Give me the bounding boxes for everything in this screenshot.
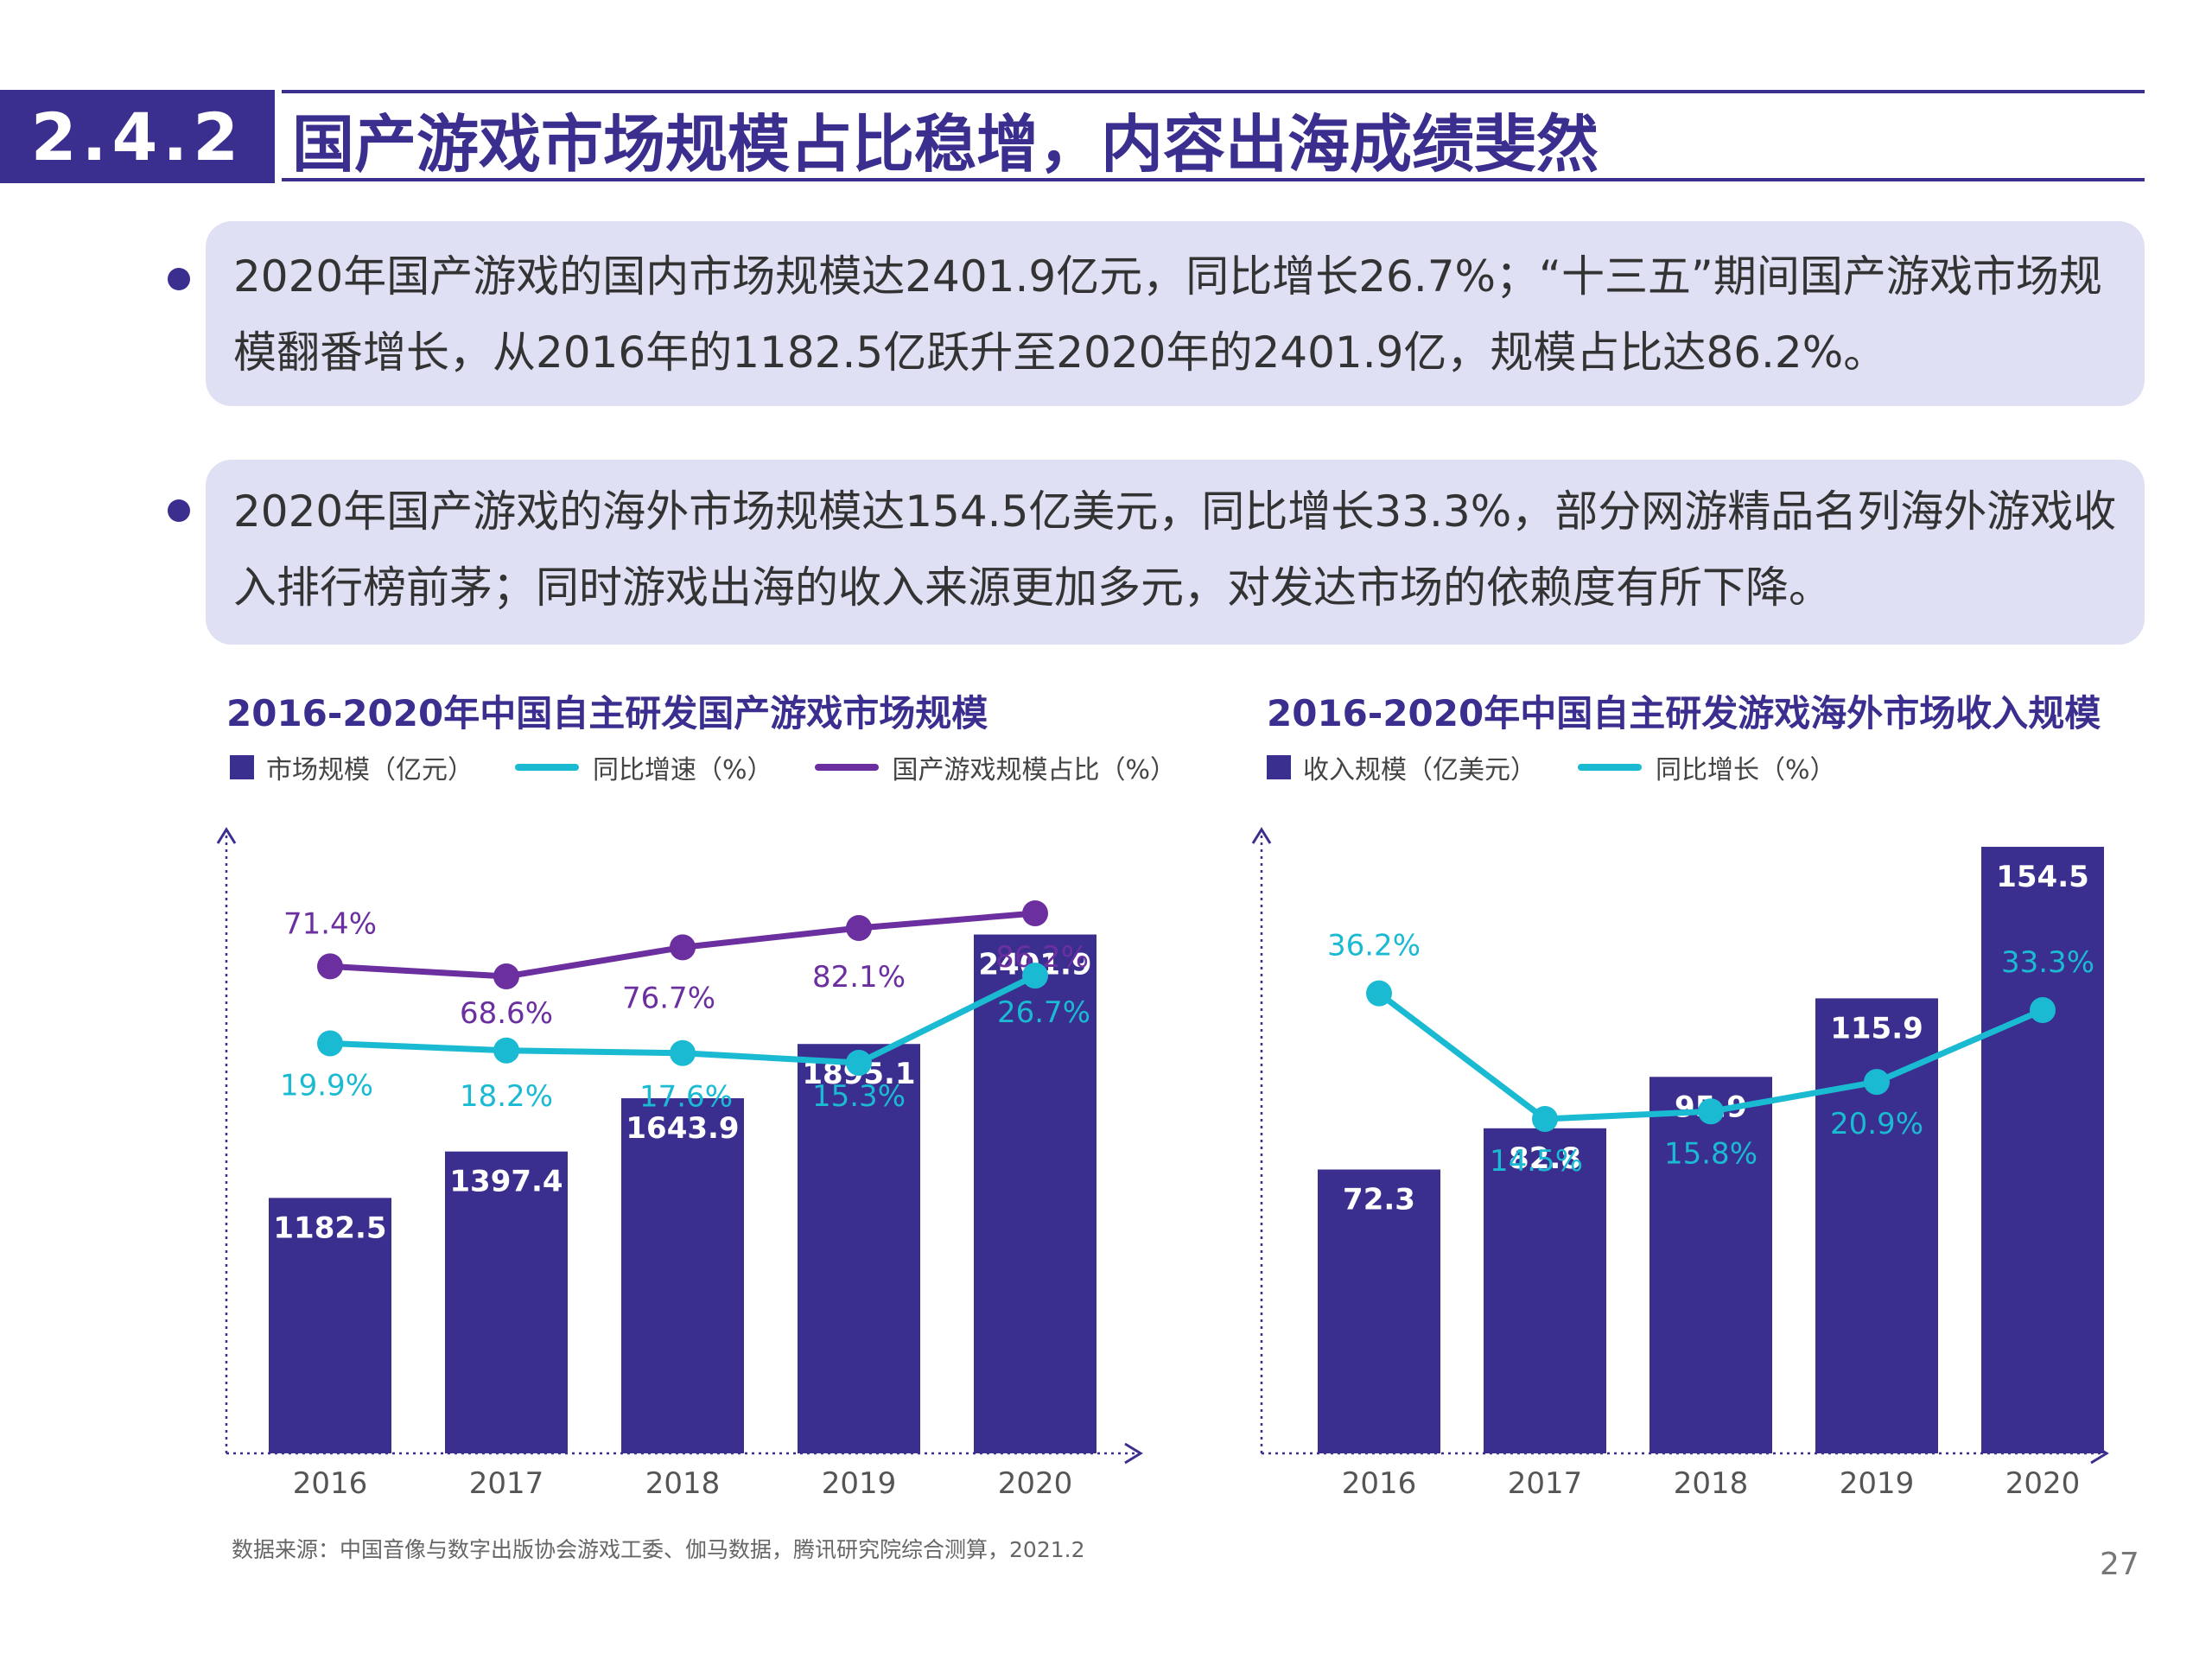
data-source-note: 数据来源：中国音像与数字出版协会游戏工委、伽马数据，腾讯研究院综合测算，2021… <box>232 1537 1085 1562</box>
data-label: 15.3% <box>812 1079 906 1114</box>
x-tick-label: 2016 <box>293 1466 368 1501</box>
page-number: 27 <box>2100 1547 2139 1582</box>
bullet-text-2: 2020年国产游戏的海外市场规模达154.5亿美元，同比增长33.3%，部分网游… <box>233 474 2134 626</box>
x-tick-label: 2017 <box>469 1466 544 1501</box>
legend-item-share: 国产游戏规模占比（%） <box>814 748 1177 786</box>
data-point <box>1698 1098 1724 1125</box>
data-label: 20.9% <box>1830 1107 1923 1141</box>
data-label: 15.8% <box>1664 1136 1758 1171</box>
bullet-dot-1 <box>168 268 190 290</box>
bullet-1-line-1: 2020年国产游戏的国内市场规模达2401.9亿元，同比增长26.7%；“十三五… <box>233 251 2102 302</box>
data-point <box>493 1037 519 1064</box>
legend-label: 市场规模（亿元） <box>266 755 474 785</box>
data-point <box>1022 899 1048 926</box>
header-rule-bottom <box>282 178 2145 181</box>
bar <box>798 1044 920 1453</box>
data-label: 18.2% <box>460 1079 553 1114</box>
legend-swatch-bar <box>1267 755 1291 779</box>
data-label: 71.4% <box>283 906 377 941</box>
y-axis-arrow-icon <box>1251 827 1272 844</box>
x-tick-label: 2018 <box>645 1466 721 1501</box>
data-point <box>2030 997 2056 1024</box>
bar <box>974 934 1096 1453</box>
bar <box>621 1098 744 1453</box>
data-point <box>846 1050 872 1076</box>
x-tick-label: 2017 <box>1508 1466 1583 1501</box>
legend-item-market-size: 市场规模（亿元） <box>230 748 474 786</box>
chart-2-legend: 收入规模（亿美元） 同比增长（%） <box>1267 748 1878 786</box>
bar <box>1318 1169 1440 1453</box>
bullet-box-1 <box>206 221 2145 406</box>
bar <box>269 1198 391 1453</box>
chart-1-legend: 市场规模（亿元） 同比增速（%） 国产游戏规模占比（%） <box>230 748 1217 786</box>
bullet-box-2 <box>206 460 2145 645</box>
data-point <box>1366 980 1392 1007</box>
bar <box>1484 1128 1606 1453</box>
page-title: 国产游戏市场规模占比稳增，内容出海成绩斐然 <box>292 108 1599 181</box>
chart-2-plot: 72.3201682.8201795.92018115.92019154.520… <box>1251 827 2109 1501</box>
data-point <box>317 953 343 980</box>
legend-swatch-bar <box>230 755 254 779</box>
legend-label: 收入规模（亿美元） <box>1303 755 1536 785</box>
data-label: 26.7% <box>997 995 1090 1030</box>
bullet-text-1: 2020年国产游戏的国内市场规模达2401.9亿元，同比增长26.7%；“十三五… <box>233 238 2134 391</box>
x-axis-arrow-icon <box>1124 1442 1143 1465</box>
data-label: 19.9% <box>280 1068 373 1103</box>
data-point <box>493 963 519 989</box>
bar-value-label: 1643.9 <box>626 1111 739 1146</box>
legend-swatch-growth-line <box>515 764 579 771</box>
chart-2-title: 2016-2020年中国自主研发游戏海外市场收入规模 <box>1267 692 2101 734</box>
bar <box>1981 847 2104 1453</box>
data-label: 36.2% <box>1327 929 1421 963</box>
x-tick-label: 2018 <box>1674 1466 1749 1501</box>
data-label: 68.6% <box>460 996 553 1031</box>
data-label: 76.7% <box>622 981 715 1015</box>
data-label: 82.1% <box>812 960 906 995</box>
section-number: 2.4.2 <box>0 90 275 183</box>
legend-swatch-share-line <box>814 764 879 771</box>
data-point <box>1532 1106 1558 1132</box>
legend-swatch-growth-line <box>1578 764 1642 771</box>
bullet-2-line-1: 2020年国产游戏的海外市场规模达154.5亿美元，同比增长33.3%，部分网游… <box>233 486 2117 537</box>
legend-item-growth: 同比增长（%） <box>1578 748 1836 786</box>
chart-1-plot: 1182.520161397.420171643.920181895.12019… <box>216 827 1143 1501</box>
data-point <box>846 914 872 941</box>
data-point <box>670 1039 696 1066</box>
legend-label: 同比增速（%） <box>593 755 773 785</box>
legend-item-growth: 同比增速（%） <box>515 748 773 786</box>
x-tick-label: 2019 <box>822 1466 897 1501</box>
bar-value-label: 72.3 <box>1343 1183 1415 1217</box>
data-point <box>670 934 696 961</box>
data-label: 33.3% <box>2001 945 2094 980</box>
bullet-dot-2 <box>168 499 190 522</box>
chart-1-title: 2016-2020年中国自主研发国产游戏市场规模 <box>226 692 988 734</box>
legend-label: 国产游戏规模占比（%） <box>892 755 1177 785</box>
y-axis-arrow-icon <box>216 827 237 844</box>
bar-value-label: 1397.4 <box>449 1165 563 1199</box>
bar-value-label: 154.5 <box>1996 860 2089 894</box>
legend-label: 同比增长（%） <box>1656 755 1836 785</box>
bar-value-label: 115.9 <box>1830 1011 1923 1046</box>
x-tick-label: 2016 <box>1342 1466 1417 1501</box>
header-rule-top <box>282 90 2145 93</box>
data-point <box>1864 1069 1890 1096</box>
bullet-1-line-2: 模翻番增长，从2016年的1182.5亿跃升至2020年的2401.9亿，规模占… <box>233 327 1887 378</box>
data-point <box>317 1030 343 1057</box>
legend-item-revenue: 收入规模（亿美元） <box>1267 748 1536 786</box>
data-point <box>1022 963 1048 989</box>
bar <box>445 1151 568 1453</box>
x-tick-label: 2019 <box>1840 1466 1915 1501</box>
bullet-2-line-2: 入排行榜前茅；同时游戏出海的收入来源更加多元，对发达市场的依赖度有所下降。 <box>233 563 1832 613</box>
bar <box>1649 1077 1772 1453</box>
bar-value-label: 1182.5 <box>273 1211 386 1245</box>
bar-value-label: 82.8 <box>1509 1141 1581 1176</box>
data-label: 17.6% <box>639 1080 733 1115</box>
x-tick-label: 2020 <box>2005 1466 2081 1501</box>
data-label: 14.5% <box>1490 1144 1583 1179</box>
x-tick-label: 2020 <box>998 1466 1073 1501</box>
